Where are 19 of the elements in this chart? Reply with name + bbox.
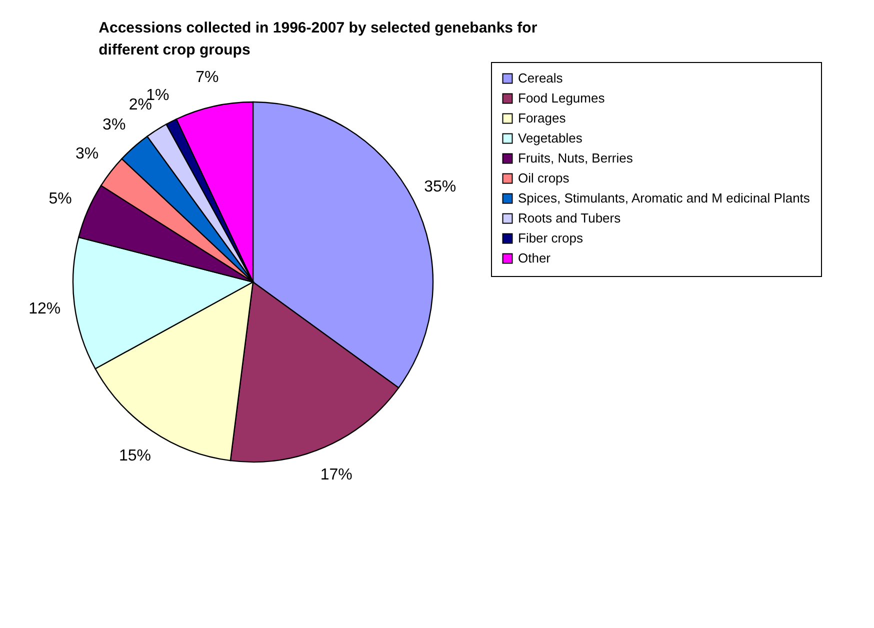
data-label: 12% <box>28 300 61 318</box>
legend-label: Roots and Tubers <box>518 210 622 226</box>
data-label: 3% <box>76 145 99 162</box>
chart-title: Accessions collected in 1996-2007 by selected genebanks for different crop groups <box>98 20 538 58</box>
legend-label: Fruits, Nuts, Berries <box>518 150 634 166</box>
legend-label: Cereals <box>518 70 564 86</box>
legend-label: Vegetables <box>518 130 583 146</box>
data-label: 7% <box>196 69 219 86</box>
legend-label: Fiber crops <box>518 230 584 246</box>
data-label: 15% <box>118 448 151 465</box>
legend-label: Oil crops <box>518 170 570 186</box>
legend-label: Other <box>518 250 552 266</box>
data-label: 5% <box>48 190 72 208</box>
data-label: 3% <box>102 116 126 134</box>
data-label: 35% <box>424 178 456 196</box>
legend-label: Food Legumes <box>518 90 606 106</box>
legend-label: Forages <box>518 110 566 126</box>
data-label: 17% <box>320 466 352 484</box>
legend-label: Spices, Stimulants, Aromatic and M edicinal Plants <box>518 190 810 206</box>
